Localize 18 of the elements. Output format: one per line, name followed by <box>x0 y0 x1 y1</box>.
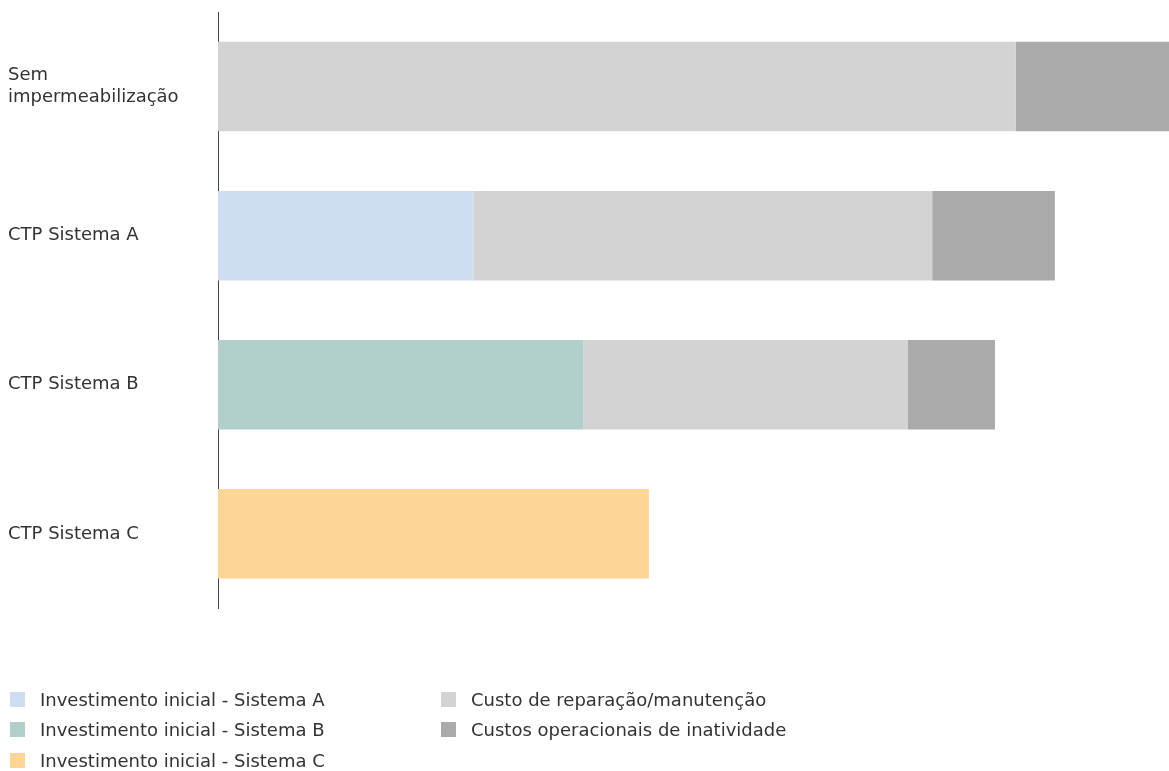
y-tick-label: CTP Sistema C <box>8 521 139 543</box>
y-tick-label: CTP Sistema A <box>8 223 140 245</box>
legend-label: Investimento inicial - Sistema C <box>40 749 325 771</box>
bar <box>218 489 649 579</box>
legend-label: Custos operacionais de inatividade <box>471 719 787 741</box>
bar <box>932 190 1055 281</box>
bar <box>218 190 474 281</box>
bar <box>907 340 995 430</box>
y-tick-label: CTP Sistema B <box>8 372 139 394</box>
y-tick-label: Sem impermeabilização <box>8 63 179 107</box>
legend-label: Investimento inicial - Sistema A <box>40 688 325 710</box>
bar <box>583 340 908 430</box>
legend-label: Custo de reparação/manutenção <box>471 688 767 710</box>
legend-label: Investimento inicial - Sistema B <box>40 719 325 741</box>
bar <box>473 190 933 281</box>
bar <box>218 41 1016 132</box>
bar <box>218 340 584 430</box>
bar <box>1015 41 1169 132</box>
